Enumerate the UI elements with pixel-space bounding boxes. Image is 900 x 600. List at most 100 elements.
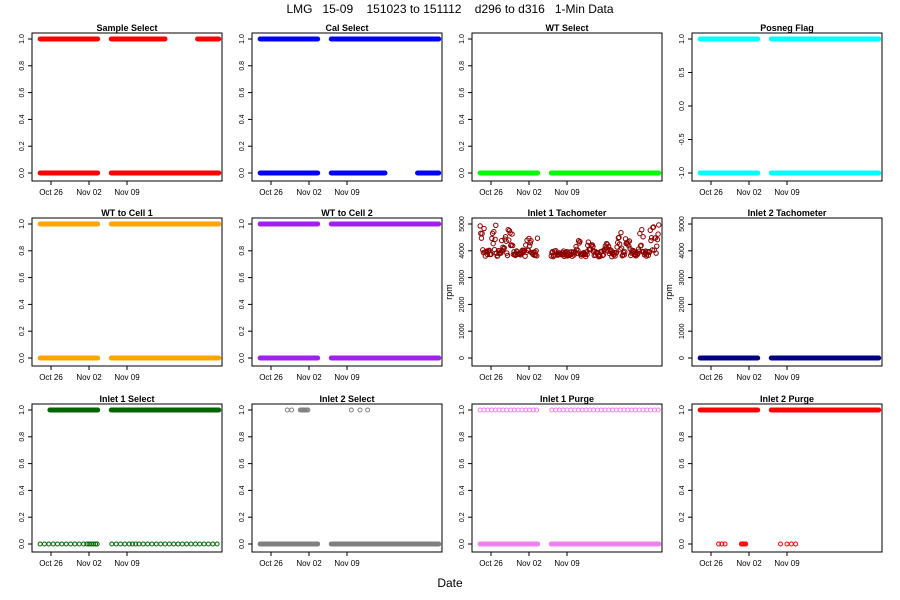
data-point xyxy=(626,243,632,249)
x-tick-label: Nov 09 xyxy=(774,188,800,197)
data-point xyxy=(639,226,645,233)
series-1 xyxy=(477,407,661,413)
data-run xyxy=(328,170,388,176)
data-run xyxy=(548,170,662,176)
y-tick-label: 0.6 xyxy=(459,459,466,469)
y-tick-label: 0.8 xyxy=(679,432,686,442)
x-tick-label: Oct 26 xyxy=(39,188,63,197)
series-0 xyxy=(37,36,222,42)
series-1 xyxy=(37,170,222,176)
x-tick-label: Oct 26 xyxy=(259,188,283,197)
series-1 xyxy=(697,170,882,176)
y-tick-label: 0.8 xyxy=(239,246,246,256)
panel-title: Inlet 1 Select xyxy=(99,394,154,404)
x-tick-label: Nov 09 xyxy=(554,559,580,568)
x-tick-label: Nov 09 xyxy=(334,188,360,197)
plot-frame xyxy=(691,217,883,367)
data-point xyxy=(626,238,633,244)
x-tick-label: Nov 02 xyxy=(76,188,102,197)
x-tick-label: Nov 09 xyxy=(334,559,360,568)
y-tick-label: 0.0 xyxy=(19,353,26,363)
data-point xyxy=(59,541,65,547)
data-run xyxy=(37,36,101,42)
panel-title: WT Select xyxy=(545,23,588,33)
panel-inlet-2-tachometer: Inlet 2 Tachometer Oct 26 Nov 02 Nov 09 0 100… xyxy=(664,208,883,382)
x-tick-label: Nov 02 xyxy=(296,373,322,382)
series-0 xyxy=(697,407,882,413)
data-point xyxy=(504,250,510,256)
data-point xyxy=(81,541,87,547)
y-tick-label: 0.8 xyxy=(19,432,26,442)
data-run xyxy=(37,170,101,176)
x-axis-label: Date xyxy=(437,576,463,590)
x-tick-label: Nov 02 xyxy=(516,559,542,568)
x-tick-label: Nov 02 xyxy=(516,188,542,197)
y-axis-label: rpm xyxy=(664,284,674,300)
panel-inlet-1-select: Inlet 1 Select Oct 26 Nov 02 Nov 09 0.0 0.2 0.… xyxy=(19,394,223,568)
data-point xyxy=(503,238,509,244)
data-point xyxy=(656,222,662,228)
panel-title: Inlet 2 Purge xyxy=(760,394,814,404)
x-tick-label: Nov 09 xyxy=(334,373,360,382)
data-point xyxy=(305,407,311,413)
y-tick-label: 0.0 xyxy=(679,101,686,111)
panel-title: WT to Cell 2 xyxy=(321,208,373,218)
panel-title: Inlet 2 Tachometer xyxy=(748,208,827,218)
y-tick-label: 0.8 xyxy=(459,61,466,71)
y-tick-label: 0.4 xyxy=(239,485,246,495)
series-0 xyxy=(697,355,882,361)
data-point xyxy=(68,541,74,547)
data-point xyxy=(788,541,794,547)
x-tick-label: Oct 26 xyxy=(39,373,63,382)
series-0 xyxy=(477,222,662,260)
data-run xyxy=(195,36,222,42)
y-tick-label: 0.0 xyxy=(239,353,246,363)
panel-sample-select: Sample Select Oct 26 Nov 02 Nov 09 0.0 0.2 0.4… xyxy=(19,23,223,197)
y-tick-label: 1.0 xyxy=(239,34,246,44)
series-1 xyxy=(257,170,442,176)
data-point xyxy=(140,541,146,547)
y-tick-label: 0.8 xyxy=(239,432,246,442)
y-tick-label: 1.0 xyxy=(19,34,26,44)
plot-frame xyxy=(691,403,883,553)
y-tick-label: 0.0 xyxy=(459,168,466,178)
data-point xyxy=(122,541,128,547)
data-point xyxy=(575,247,581,254)
y-tick-label: 0.4 xyxy=(19,299,26,309)
x-tick-label: Oct 26 xyxy=(699,188,723,197)
data-point xyxy=(489,235,495,242)
panel-cal-select: Cal Select Oct 26 Nov 02 Nov 09 0.0 0.2 0.4 0.6… xyxy=(239,23,443,197)
data-run xyxy=(257,170,321,176)
x-tick-label: Oct 26 xyxy=(479,559,503,568)
panel-inlet-1-purge: Inlet 1 Purge Oct 26 Nov 02 Nov 09 0.0 0.2 0.4… xyxy=(459,394,663,568)
data-point xyxy=(490,240,496,247)
data-point xyxy=(722,541,728,547)
data-run xyxy=(257,221,321,227)
data-point xyxy=(50,541,56,547)
data-run xyxy=(108,355,222,361)
data-point xyxy=(640,234,646,240)
data-point xyxy=(649,247,655,253)
series-1 xyxy=(37,355,222,361)
series-0 xyxy=(477,170,662,176)
y-tick-label: 2000 xyxy=(679,297,686,313)
series-0 xyxy=(697,36,882,42)
data-point xyxy=(94,541,100,547)
y-tick-label: 2000 xyxy=(459,297,466,313)
data-point xyxy=(201,541,207,547)
plot-frame xyxy=(31,403,223,553)
y-tick-label: 0.6 xyxy=(459,88,466,98)
plot-frame xyxy=(31,217,223,367)
data-run xyxy=(37,221,101,227)
data-point xyxy=(585,239,592,245)
y-tick-label: 3000 xyxy=(679,270,686,286)
data-point xyxy=(477,223,483,229)
y-tick-label: 0.6 xyxy=(19,459,26,469)
data-point xyxy=(214,541,220,547)
x-tick-label: Nov 02 xyxy=(296,559,322,568)
x-tick-label: Nov 02 xyxy=(296,188,322,197)
panel-title: Posneg Flag xyxy=(760,23,814,33)
data-point xyxy=(179,541,185,547)
y-tick-label: 0.4 xyxy=(459,485,466,495)
data-point xyxy=(113,541,119,547)
